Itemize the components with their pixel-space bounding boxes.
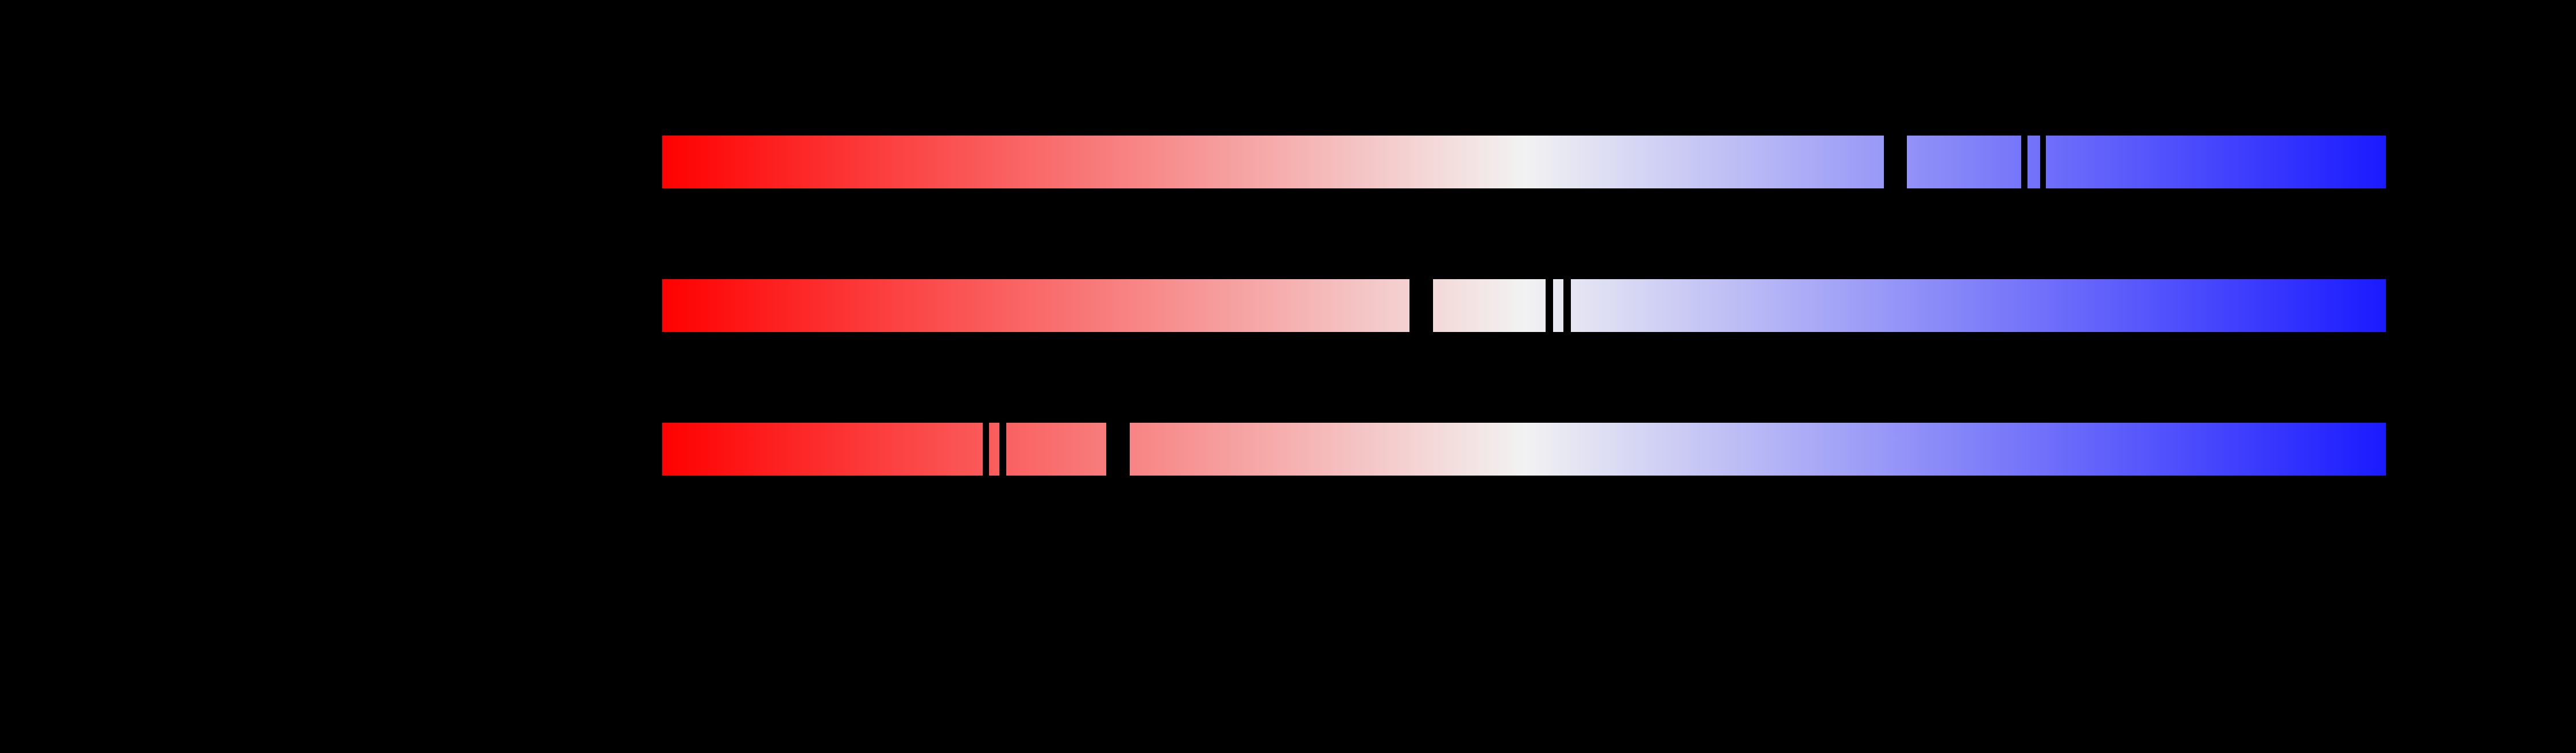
gradient-fill: [1907, 136, 2021, 188]
gradient-bar-1: [662, 136, 2386, 188]
gradient-bar-3-segment-4: [1130, 423, 2386, 476]
gradient-fill: [662, 279, 1409, 332]
gradient-bar-2-segment-3: [1553, 279, 1563, 332]
gradient-bar-3-segment-2: [989, 423, 999, 476]
gradient-fill: [1571, 279, 2386, 332]
gradient-fill: [2027, 136, 2040, 188]
gradient-bar-2-segment-1: [662, 279, 1409, 332]
gradient-bar-1-segment-4: [2046, 136, 2386, 188]
gradient-fill: [1553, 279, 1563, 332]
gradient-bar-2-segment-2: [1433, 279, 1546, 332]
gradient-fill: [662, 136, 1884, 188]
gradient-bar-3-segment-3: [1006, 423, 1106, 476]
gradient-fill: [1006, 423, 1106, 476]
gradient-bar-3-segment-1: [662, 423, 983, 476]
gradient-bar-1-segment-2: [1907, 136, 2021, 188]
gradient-bar-1-segment-3: [2027, 136, 2040, 188]
gradient-fill: [1433, 279, 1546, 332]
gradient-bar-1-segment-1: [662, 136, 1884, 188]
gradient-fill: [1130, 423, 2386, 476]
gradient-fill: [662, 423, 983, 476]
gradient-bar-2: [662, 279, 2386, 332]
gradient-bar-3: [662, 423, 2386, 476]
gradient-fill: [2046, 136, 2386, 188]
gradient-bar-2-segment-4: [1571, 279, 2386, 332]
gradient-fill: [989, 423, 999, 476]
